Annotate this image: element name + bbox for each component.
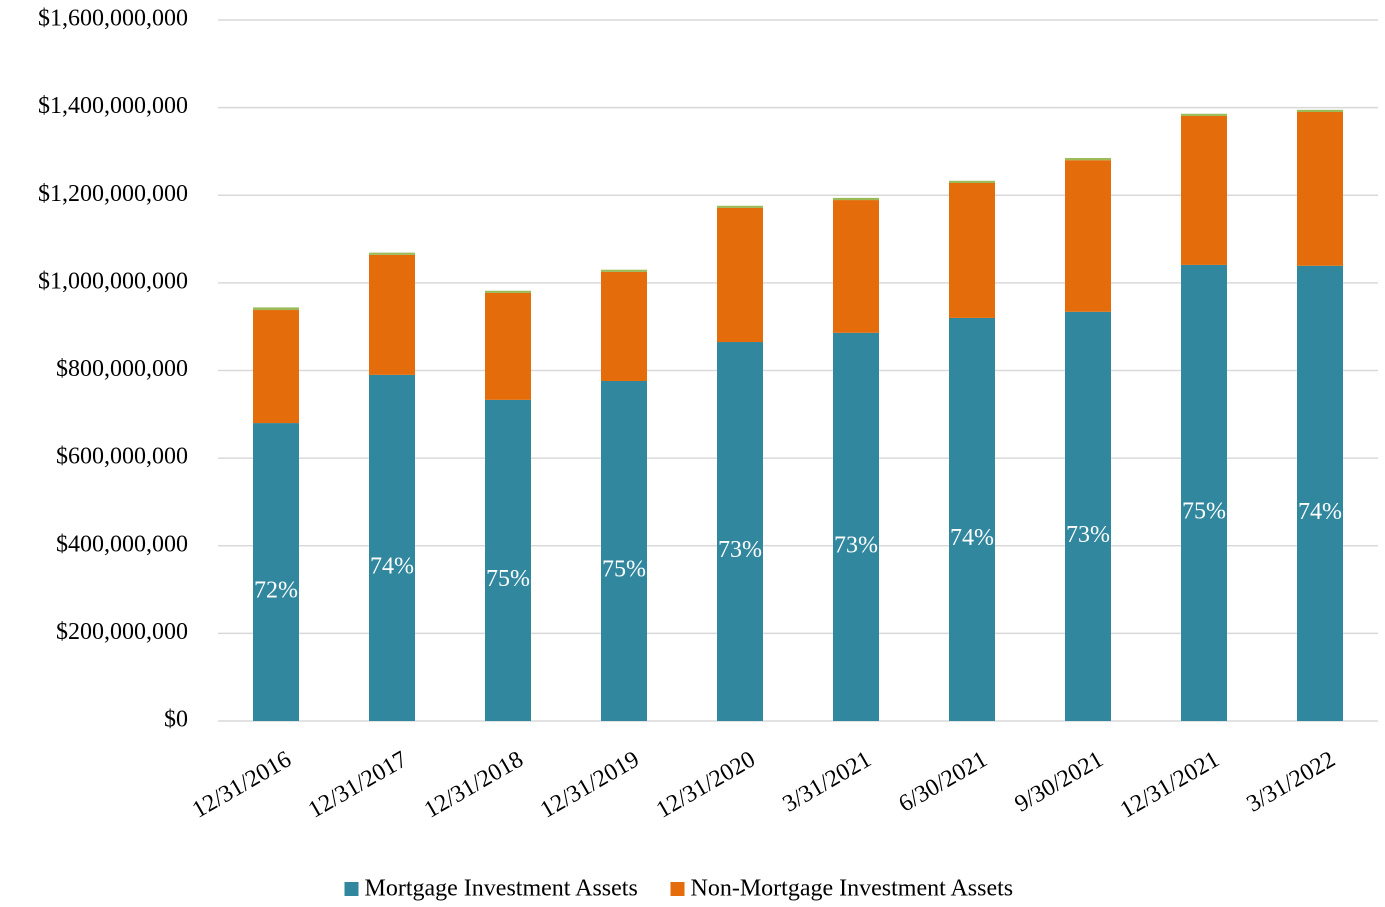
bar-segment	[369, 374, 415, 721]
bar-segment	[833, 332, 879, 721]
bar-label: 72%	[254, 578, 298, 604]
bar-label: 74%	[950, 525, 994, 551]
bar-segment	[601, 271, 647, 382]
y-tick-label: $0	[164, 707, 188, 733]
x-tick-label: 12/31/2018	[420, 746, 528, 823]
y-tick-label: $1,600,000,000	[38, 6, 188, 32]
bar-segment	[1065, 311, 1111, 721]
bar-segment	[253, 423, 299, 721]
x-tick-label: 12/31/2021	[1116, 746, 1224, 823]
bar-label: 73%	[718, 537, 762, 563]
bar-label: 75%	[602, 557, 646, 583]
bar-label: 75%	[1182, 498, 1226, 524]
x-tick-label: 12/31/2017	[304, 746, 412, 823]
bar-segment	[949, 182, 995, 318]
x-tick-label: 12/31/2019	[536, 746, 644, 823]
bar-label: 74%	[1298, 499, 1342, 525]
bar-segment	[833, 200, 879, 333]
legend-label: Mortgage Investment Assets	[365, 876, 638, 902]
y-tick-label: $800,000,000	[56, 356, 188, 382]
bar-segment	[485, 399, 531, 721]
x-tick-label: 12/31/2016	[188, 746, 296, 823]
legend-label: Non-Mortgage Investment Assets	[691, 876, 1014, 902]
bar-segment	[369, 254, 415, 375]
bar-segment	[833, 197, 879, 201]
bar-segment	[1065, 160, 1111, 312]
bar-segment	[601, 381, 647, 721]
x-tick-label: 12/31/2020	[652, 746, 760, 823]
y-tick-label: $200,000,000	[56, 619, 188, 645]
bar-segment	[1065, 158, 1111, 161]
bar-segment	[717, 207, 763, 343]
bar-segment	[1297, 112, 1343, 266]
y-tick-label: $400,000,000	[56, 531, 188, 557]
x-tick-label: 3/31/2021	[778, 746, 875, 817]
y-tick-label: $1,200,000,000	[38, 181, 188, 207]
bar-segment	[949, 317, 995, 721]
bar-segment	[1181, 113, 1227, 116]
bar-label: 74%	[370, 553, 414, 579]
y-tick-label: $1,000,000,000	[38, 268, 188, 294]
bar-segment	[949, 180, 995, 183]
bar-segment	[253, 307, 299, 311]
x-tick-label: 9/30/2021	[1010, 746, 1107, 817]
bar-label: 73%	[834, 532, 878, 558]
bar-segment	[485, 292, 531, 400]
bar-segment	[1181, 264, 1227, 721]
bar-label: 73%	[1066, 522, 1110, 548]
legend-swatch	[670, 882, 685, 896]
bar-segment	[601, 269, 647, 272]
bar-segment	[1297, 265, 1343, 721]
x-tick-label: 3/31/2022	[1242, 746, 1339, 817]
y-tick-label: $1,400,000,000	[38, 93, 188, 119]
legend-swatch	[344, 882, 359, 896]
y-tick-label: $600,000,000	[56, 444, 188, 470]
bar-segment	[485, 290, 531, 293]
bar-segment	[369, 252, 415, 255]
bar-segment	[717, 205, 763, 208]
bar-segment	[1181, 115, 1227, 265]
bar-segment	[253, 310, 299, 424]
x-tick-label: 6/30/2021	[894, 746, 991, 817]
bar-segment	[1297, 109, 1343, 113]
bar-segment	[717, 342, 763, 721]
bar-label: 75%	[486, 566, 530, 592]
